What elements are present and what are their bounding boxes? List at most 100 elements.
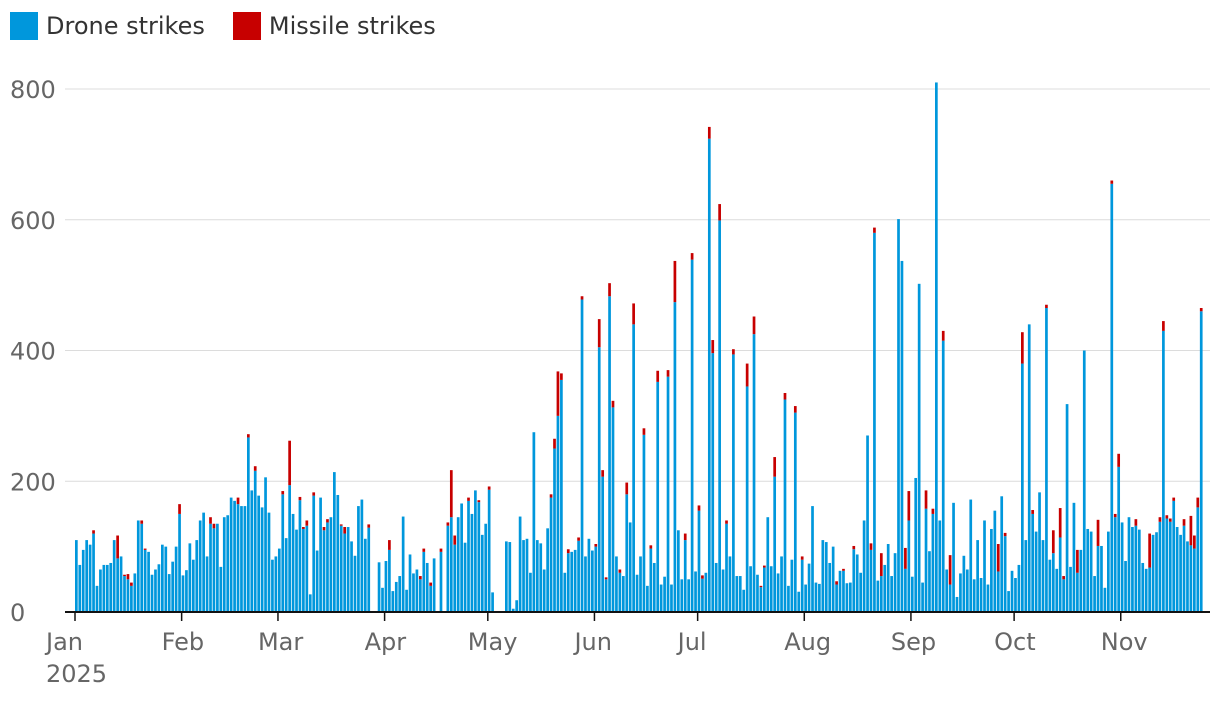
bar-drone-day-242	[904, 568, 907, 612]
bar-drone-day-28	[167, 574, 171, 612]
bar-drone-day-119	[480, 534, 484, 612]
bar-missile-day-235	[879, 553, 883, 577]
legend-swatch-drone	[10, 12, 38, 40]
bar-missile-day-118	[477, 500, 481, 503]
bar-missile-day-285	[1051, 530, 1055, 554]
bar-drone-day-254	[945, 569, 949, 612]
bar-drone-day-266	[986, 584, 990, 612]
bar-drone-day-47	[233, 500, 236, 612]
bar-drone-day-245	[914, 477, 918, 612]
chart-legend: Drone strikes Missile strikes	[10, 12, 464, 40]
bar-drone-day-86	[367, 527, 371, 612]
bar-drone-day-285	[1051, 553, 1055, 612]
bar-drone-day-15	[123, 576, 126, 612]
bar-drone-day-141	[556, 415, 560, 612]
x-tick-label-jul: Jul	[676, 628, 707, 656]
bar-drone-day-61	[281, 494, 285, 612]
bar-drone-day-243	[907, 520, 911, 612]
bar-drone-day-116	[470, 513, 474, 612]
bar-drone-day-325	[1189, 545, 1193, 612]
bar-drone-day-307	[1127, 517, 1131, 612]
legend-item-missile: Missile strikes	[232, 12, 436, 40]
bar-drone-day-158	[615, 556, 618, 612]
bar-drone-day-309	[1134, 525, 1138, 612]
bar-drone-day-31	[178, 513, 181, 612]
bar-drone-day-321	[1175, 527, 1179, 612]
bar-missile-day-121	[487, 486, 491, 490]
bar-missile-day-53	[253, 466, 257, 471]
bar-missile-day-40	[209, 517, 212, 524]
bar-drone-day-190	[725, 523, 728, 612]
bar-drone-day-316	[1158, 521, 1162, 612]
bar-drone-day-275	[1017, 564, 1021, 612]
x-tick-label-feb: Feb	[162, 628, 205, 656]
x-tick-label-sep: Sep	[891, 628, 936, 656]
bar-drone-day-194	[738, 576, 742, 612]
bar-drone-day-151	[591, 550, 594, 612]
bar-missile-day-192	[732, 349, 735, 355]
bar-drone-day-128	[511, 608, 515, 612]
bar-drone-day-209	[790, 559, 794, 612]
legend-label-missile: Missile strikes	[268, 12, 436, 40]
bar-drone-day-225	[845, 583, 849, 612]
bar-missile-day-111	[453, 535, 457, 545]
bar-missile-day-41	[212, 523, 216, 529]
bar-missile-day-153	[597, 319, 601, 348]
bar-drone-day-10	[105, 564, 109, 612]
bar-drone-day-140	[553, 448, 556, 612]
bar-missile-day-201	[763, 565, 766, 568]
bar-missile-day-31	[178, 504, 181, 514]
bar-drone-day-231	[866, 435, 869, 612]
bar-drone-day-48	[236, 504, 240, 612]
bar-drone-day-264	[979, 578, 983, 612]
bar-drone-day-249	[928, 551, 931, 612]
bar-drone-day-193	[735, 576, 739, 612]
bar-drone-day-232	[869, 549, 873, 612]
bar-drone-day-163	[632, 324, 635, 612]
bar-drone-day-195	[742, 589, 746, 612]
y-axis-tick-labels: 0 200 400 600 800	[10, 76, 56, 627]
bar-drone-day-162	[628, 522, 632, 612]
bar-drone-day-107	[439, 551, 443, 612]
x-tick-label-apr: Apr	[365, 628, 407, 656]
bar-missile-day-327	[1196, 497, 1200, 508]
bar-drone-day-36	[195, 540, 199, 612]
bar-drone-day-22	[147, 551, 150, 612]
bar-drone-day-35	[191, 559, 195, 612]
bar-drone-day-224	[842, 570, 845, 612]
bar-drone-day-301	[1107, 531, 1110, 612]
bar-missile-day-178	[683, 533, 687, 541]
bar-drone-day-33	[185, 570, 188, 612]
bar-missile-day-269	[996, 544, 1000, 572]
bar-drone-day-19	[136, 520, 140, 612]
bar-drone-day-313	[1148, 567, 1151, 612]
bar-drone-day-191	[728, 556, 732, 612]
bar-drone-day-262	[972, 579, 976, 612]
bar-drone-day-71	[315, 550, 319, 612]
bar-drone-day-208	[787, 585, 790, 612]
y-tick-label-400: 400	[10, 338, 56, 366]
bar-drone-day-298	[1096, 545, 1100, 612]
bar-drone-day-150	[587, 538, 591, 612]
bar-drone-day-211	[797, 591, 801, 612]
bar-missile-day-61	[281, 491, 285, 495]
bar-drone-day-318	[1165, 518, 1169, 612]
bar-drone-day-164	[635, 574, 639, 612]
bar-missile-day-200	[759, 585, 763, 588]
bar-drone-day-70	[312, 495, 316, 612]
bar-drone-day-130	[518, 516, 522, 612]
bar-missile-day-107	[439, 548, 443, 552]
bar-missile-day-188	[718, 204, 721, 221]
bar-missile-day-243	[907, 491, 911, 521]
bar-drone-day-192	[732, 354, 735, 612]
bar-drone-day-66	[298, 500, 302, 612]
bar-drone-day-246	[917, 283, 921, 612]
bar-drone-day-50	[243, 506, 247, 612]
x-tick-label-jun: Jun	[572, 628, 612, 656]
bar-drone-day-219	[824, 542, 828, 612]
bar-drone-day-60	[277, 548, 281, 612]
x-tick-label-jan: Jan	[44, 628, 83, 656]
bar-missile-day-325	[1189, 515, 1193, 546]
bar-drone-day-26	[161, 544, 164, 612]
x-tick-label-mar: Mar	[258, 628, 303, 656]
